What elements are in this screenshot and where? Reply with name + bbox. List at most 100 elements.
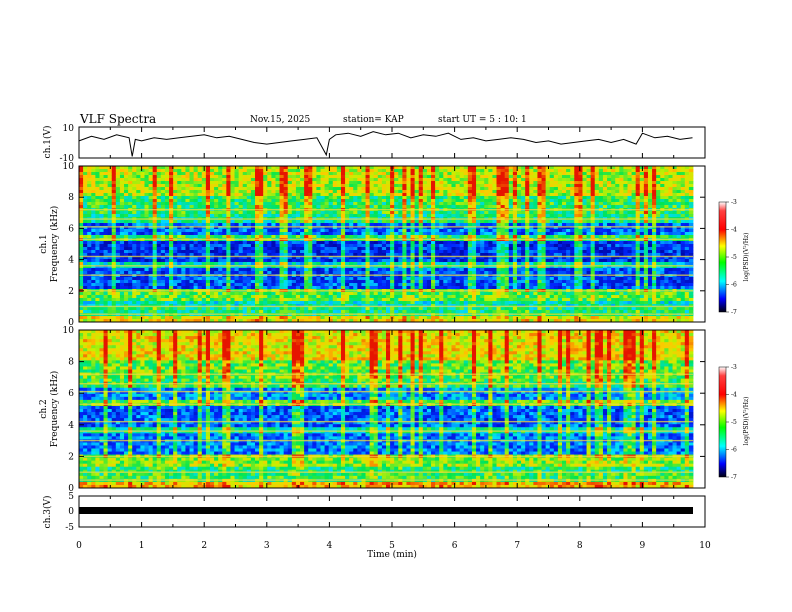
spectrogram-cell bbox=[103, 244, 109, 248]
spectrogram-cell bbox=[119, 283, 125, 287]
spectrogram-cell bbox=[316, 247, 321, 251]
spectrogram-cell bbox=[259, 256, 264, 260]
spectrogram-cell bbox=[402, 202, 407, 206]
spectrogram-cell bbox=[218, 298, 223, 302]
spectrogram-cell bbox=[193, 199, 199, 203]
spectrogram-cell bbox=[283, 235, 289, 239]
spectrogram-cell bbox=[279, 193, 285, 197]
spectrogram-cell bbox=[320, 187, 325, 191]
spectrogram-cell bbox=[308, 307, 313, 311]
spectrogram-cell bbox=[353, 178, 358, 182]
spectrogram-cell bbox=[336, 307, 342, 311]
spectrogram-cell bbox=[87, 310, 92, 314]
spectrogram-cell bbox=[263, 187, 268, 191]
spectrogram-cell bbox=[140, 283, 145, 287]
spectrogram-cell bbox=[250, 166, 256, 170]
spectrogram-cell bbox=[226, 265, 231, 269]
spectrogram-cell bbox=[95, 184, 100, 188]
spectrogram-cell bbox=[467, 226, 473, 230]
spectrogram-cell bbox=[320, 265, 325, 269]
spectrogram-cell bbox=[205, 271, 211, 275]
spectrogram-cell bbox=[295, 232, 301, 236]
spectrogram-cell bbox=[173, 244, 178, 248]
spectrogram-cell bbox=[124, 229, 129, 233]
spectrogram-cell bbox=[316, 229, 321, 233]
spectrogram-cell bbox=[181, 232, 186, 236]
spectrogram-cell bbox=[447, 226, 452, 230]
spectrogram-cell bbox=[148, 232, 154, 236]
spectrogram-cell bbox=[349, 211, 354, 215]
spectrogram-cell bbox=[185, 307, 190, 311]
spectrogram-cell bbox=[87, 262, 92, 266]
spectrogram-cell bbox=[324, 250, 330, 254]
spectrogram-cell bbox=[128, 262, 133, 266]
spectrogram-cell bbox=[386, 292, 391, 296]
spectrogram-cell bbox=[263, 319, 268, 323]
spectrogram-cell bbox=[201, 196, 207, 200]
spectrogram-cell bbox=[336, 253, 342, 257]
spectrogram-cell bbox=[349, 286, 354, 290]
spectrogram-cell bbox=[271, 277, 276, 281]
spectrogram-cell bbox=[283, 295, 289, 299]
spectrogram-cell bbox=[238, 169, 244, 173]
spectrogram-cell bbox=[386, 250, 391, 254]
spectrogram-cell bbox=[124, 262, 129, 266]
spectrogram-cell bbox=[177, 235, 182, 239]
spectrogram-cell bbox=[467, 172, 473, 176]
spectrogram-cell bbox=[79, 223, 84, 227]
spectrogram-cell bbox=[345, 241, 350, 245]
spectrogram-cell bbox=[115, 196, 121, 200]
spectrogram-cell bbox=[83, 283, 88, 287]
spectrogram-cell bbox=[222, 229, 227, 233]
spectrogram-cell bbox=[222, 307, 227, 311]
spectrogram-cell bbox=[119, 232, 125, 236]
spectrogram-cell bbox=[402, 232, 407, 236]
spectrogram-cell bbox=[193, 205, 199, 209]
spectrogram-cell bbox=[226, 232, 231, 236]
spectrogram-cell bbox=[394, 223, 399, 227]
spectrogram-cell bbox=[148, 220, 154, 224]
spectrogram-cell bbox=[410, 292, 416, 296]
spectrogram-cell bbox=[435, 295, 440, 299]
spectrogram-cell bbox=[238, 214, 244, 218]
spectrogram-cell bbox=[349, 214, 354, 218]
spectrogram-cell bbox=[209, 253, 215, 257]
spectrogram-cell bbox=[124, 181, 129, 185]
spectrogram-cell bbox=[222, 199, 227, 203]
spectrogram-cell bbox=[291, 301, 297, 305]
spectrogram-cell bbox=[226, 178, 231, 182]
spectrogram-cell bbox=[361, 253, 366, 257]
spectrogram-cell bbox=[295, 244, 301, 248]
spectrogram-cell bbox=[119, 301, 125, 305]
spectrogram-cell bbox=[328, 286, 334, 290]
spectrogram-cell bbox=[373, 259, 379, 263]
spectrogram-cell bbox=[316, 319, 321, 323]
spectrogram-cell bbox=[340, 169, 346, 173]
spectrogram-cell bbox=[439, 181, 444, 185]
spectrogram-cell bbox=[316, 181, 321, 185]
spectrogram-cell bbox=[328, 190, 334, 194]
spectrogram-cell bbox=[418, 229, 424, 233]
spectrogram-cell bbox=[242, 196, 248, 200]
spectrogram-cell bbox=[115, 256, 121, 260]
spectrogram-cell bbox=[328, 205, 334, 209]
spectrogram-cell bbox=[275, 247, 280, 251]
spectrogram-cell bbox=[91, 292, 96, 296]
spectrogram-cell bbox=[349, 175, 354, 179]
spectrogram-cell bbox=[435, 286, 440, 290]
spectrogram-cell bbox=[164, 283, 170, 287]
spectrogram-cell bbox=[263, 196, 268, 200]
spectrogram-cell bbox=[275, 271, 280, 275]
spectrogram-cell bbox=[107, 307, 113, 311]
spectrogram-cell bbox=[267, 166, 272, 170]
spectrogram-cell bbox=[336, 283, 342, 287]
spectrogram-cell bbox=[283, 226, 289, 230]
spectrogram-cell bbox=[185, 199, 190, 203]
spectrogram-cell bbox=[418, 211, 424, 215]
spectrogram-cell bbox=[406, 298, 411, 302]
spectrogram-cell bbox=[234, 241, 240, 245]
spectrogram-cell bbox=[324, 259, 330, 263]
spectrogram-cell bbox=[406, 280, 411, 284]
spectrogram-cell bbox=[111, 307, 117, 311]
spectrogram-cell bbox=[349, 220, 354, 224]
